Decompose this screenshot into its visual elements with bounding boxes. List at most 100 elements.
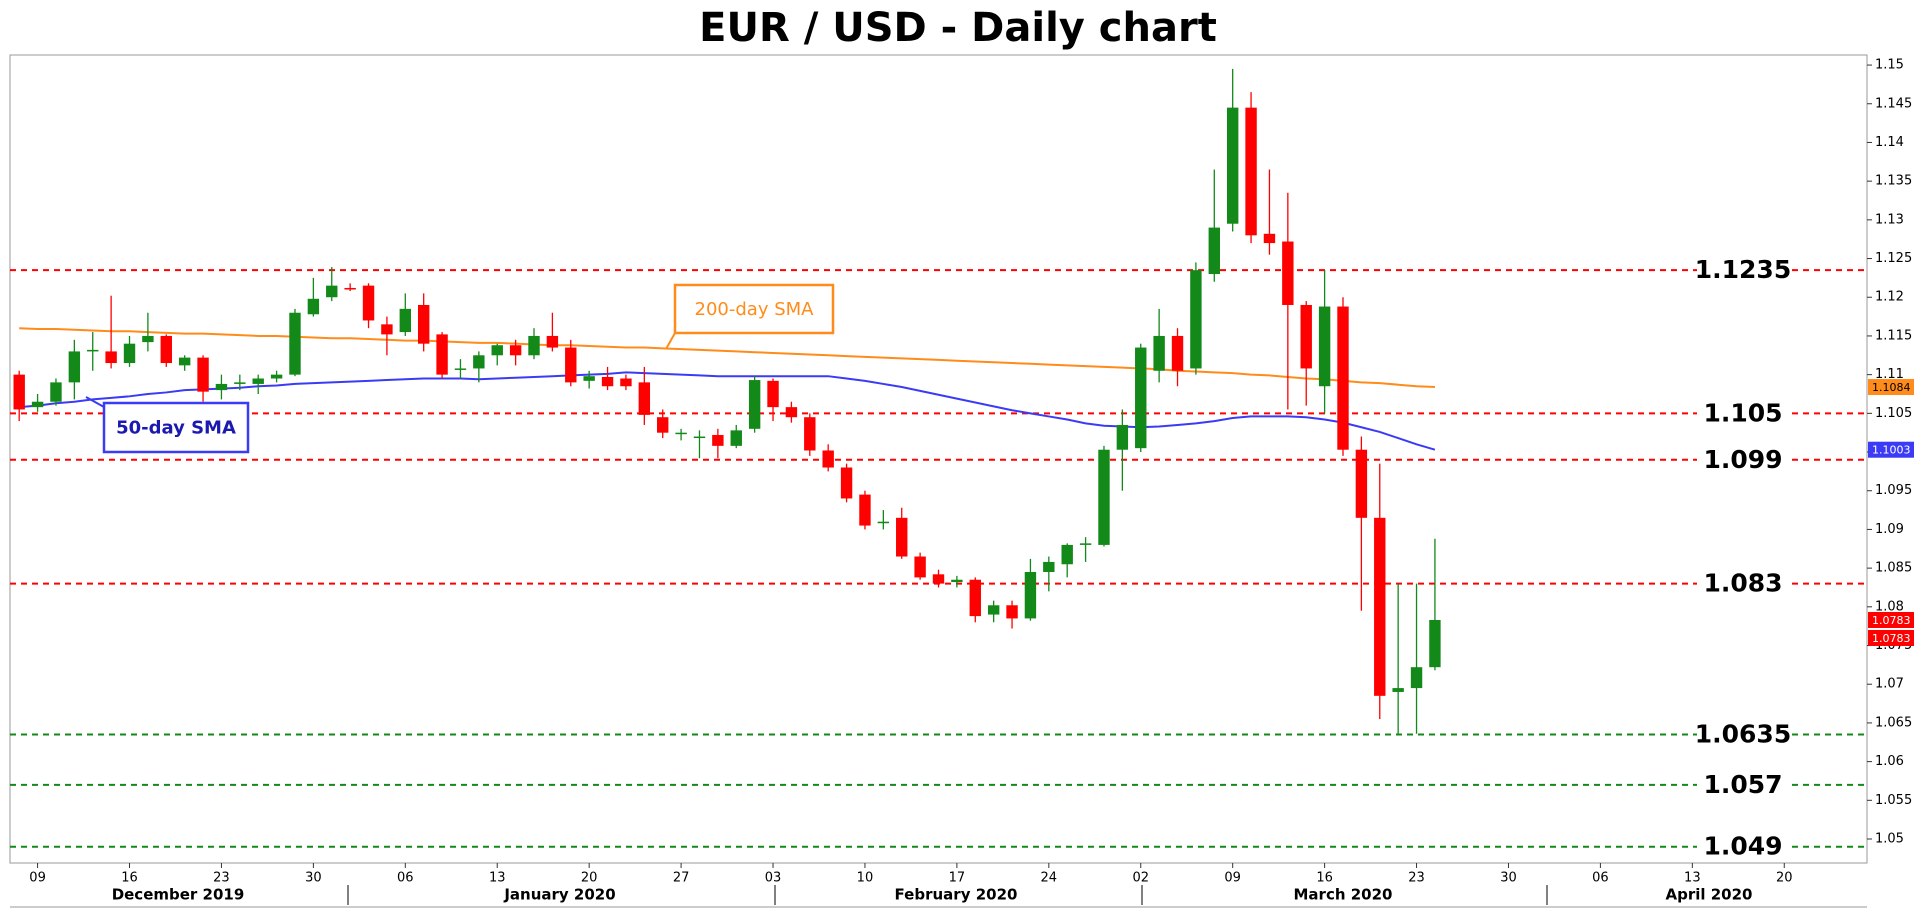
x-tick-label: 27 (673, 871, 690, 886)
y-tick-label: 1.06 (1875, 754, 1904, 769)
x-tick-label: 30 (1500, 871, 1517, 886)
y-tick-label: 1.055 (1875, 793, 1912, 808)
level-label: 1.099 (1703, 445, 1782, 474)
candle-body (399, 308, 412, 333)
month-label: January 2020 (503, 886, 615, 904)
x-tick-label: 20 (1776, 871, 1793, 886)
price-tag-label: 1.1003 (1872, 444, 1911, 457)
candle-body (417, 304, 430, 344)
month-label: April 2020 (1666, 886, 1753, 904)
level-label: 1.049 (1703, 832, 1782, 861)
y-tick-label: 1.095 (1875, 483, 1912, 498)
y-tick-label: 1.065 (1875, 715, 1912, 730)
x-tick-label: 03 (765, 871, 782, 886)
candle-body (785, 407, 798, 418)
x-tick-label: 02 (1132, 871, 1149, 886)
candle-body (896, 517, 908, 557)
candle-body (583, 376, 595, 381)
candle-body (215, 383, 228, 391)
candle-body (454, 368, 467, 370)
candle-body (270, 374, 283, 379)
candle-body (1355, 449, 1368, 518)
candle-body (87, 349, 99, 352)
month-label: February 2020 (895, 886, 1018, 904)
candle-body (1006, 605, 1018, 619)
y-tick-label: 1.15 (1875, 58, 1904, 73)
y-tick-label: 1.08 (1875, 599, 1904, 614)
level-label-bg (1697, 721, 1789, 748)
chart-title: EUR / USD - Daily chart (699, 5, 1217, 51)
candle-body (307, 298, 320, 315)
y-tick-label: 1.09 (1875, 522, 1904, 537)
candle-body (197, 357, 209, 392)
x-tick-label: 20 (581, 871, 598, 886)
x-tick-label: 23 (1408, 871, 1425, 886)
price-tag (1868, 379, 1914, 396)
level-label-bg (1697, 570, 1789, 597)
x-tick-label: 17 (949, 871, 966, 886)
annotation-pointer (665, 332, 676, 350)
candle-body (620, 378, 632, 387)
candle-body (638, 382, 651, 415)
candle-body (657, 417, 669, 433)
candle-body (969, 579, 981, 617)
y-tick-label: 1.14 (1875, 135, 1904, 150)
level-label-bg (1697, 446, 1789, 473)
candle-body (1337, 306, 1349, 450)
candle-body (748, 380, 761, 429)
candle-body (142, 335, 154, 343)
level-label-bg (1697, 400, 1789, 427)
candle-body (31, 401, 44, 408)
x-tick-label: 10 (857, 871, 874, 886)
candle-body (13, 374, 25, 410)
candle-body (68, 351, 81, 383)
candle-body (344, 287, 356, 290)
y-tick-label: 1.05 (1875, 832, 1904, 847)
x-tick-label: 24 (1041, 871, 1058, 886)
candle-body (1043, 561, 1055, 572)
y-tick-label: 1.125 (1875, 251, 1912, 266)
candle-body (436, 334, 448, 375)
candle-body (1024, 571, 1037, 619)
candle-body (1171, 335, 1184, 371)
candle-body (234, 382, 246, 384)
candle-body (1098, 449, 1110, 545)
candle-body (178, 357, 191, 366)
candle-body (1190, 270, 1202, 369)
level-label-bg (1697, 833, 1789, 860)
price-tag-label: 1.0783 (1872, 614, 1911, 627)
candle-body (326, 285, 338, 298)
candle-body (105, 351, 117, 364)
x-tick-label: 09 (29, 871, 46, 886)
price-tag (1868, 441, 1914, 458)
candle-body (1135, 347, 1147, 449)
candle-body (546, 335, 559, 348)
candle-body (50, 382, 62, 402)
candle-body (362, 285, 375, 321)
candle-body (601, 376, 614, 387)
price-tag-label: 1.1084 (1872, 381, 1911, 394)
level-label: 1.1235 (1695, 255, 1791, 284)
candle-body (1410, 667, 1423, 689)
level-label-bg (1697, 771, 1789, 798)
x-tick-label: 30 (305, 871, 322, 886)
month-separators (347, 885, 1548, 905)
x-tick-label: 06 (1592, 871, 1609, 886)
candle-body (565, 347, 577, 383)
sma-line (19, 371, 1436, 451)
candle-body (528, 335, 540, 356)
candle-body (1153, 335, 1165, 371)
y-tick-label: 1.12 (1875, 290, 1904, 305)
candle-body (1282, 241, 1294, 305)
candle-body (877, 521, 890, 524)
candle-body (914, 556, 926, 578)
candle-body (1429, 619, 1441, 668)
y-tick-label: 1.145 (1875, 96, 1912, 111)
candle-body (1392, 688, 1404, 692)
candle-body (473, 355, 485, 369)
legend-box (102, 401, 250, 454)
candle-body (1061, 544, 1073, 565)
candle-body (767, 380, 779, 408)
candle-body (1300, 304, 1312, 369)
candle-body (289, 312, 301, 375)
